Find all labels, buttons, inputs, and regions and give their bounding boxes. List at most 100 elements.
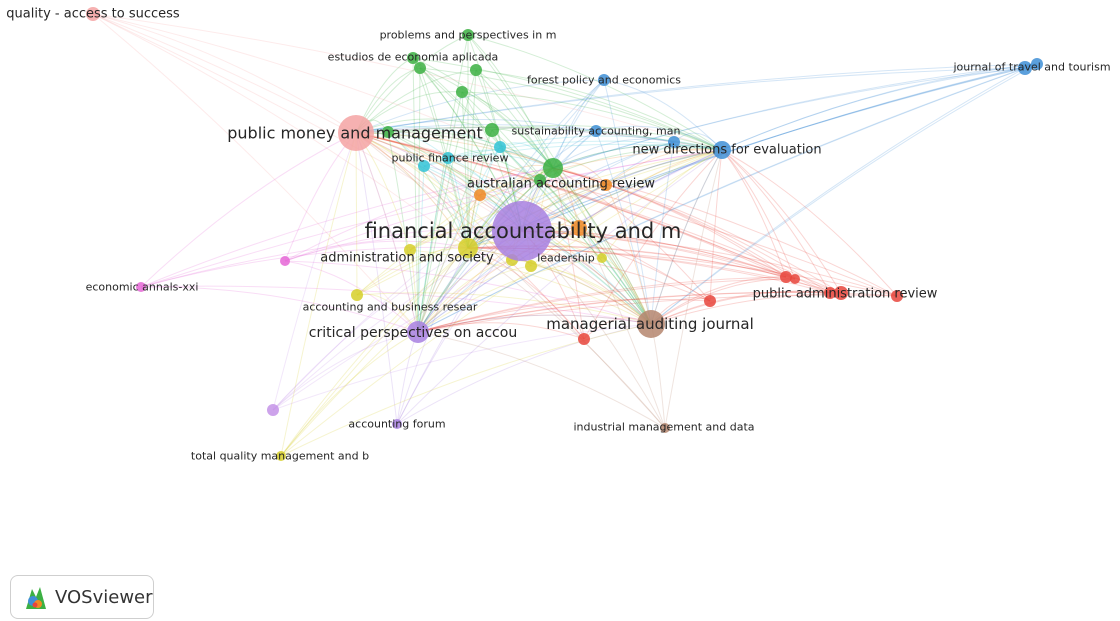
edge-165 (409, 249, 652, 325)
node-dot-fam[interactable] (492, 201, 552, 261)
edge-168 (650, 276, 787, 325)
node-dot-tqm[interactable] (276, 451, 286, 461)
node-aas[interactable]: administration and society (320, 238, 494, 266)
edge-127 (552, 167, 831, 294)
node-maj[interactable]: managerial auditing journal (546, 310, 754, 338)
unlabeled-node-17[interactable] (790, 274, 800, 284)
node-tqm[interactable]: total quality management and b (191, 450, 369, 463)
unlabeled-node-18[interactable] (891, 290, 903, 302)
unlabeled-node-14[interactable] (578, 333, 590, 345)
node-aar[interactable]: australian accounting review (467, 158, 655, 192)
node-eea[interactable]: estudios de economia aplicada (328, 51, 499, 65)
node-cpa[interactable]: critical perspectives on accou (309, 321, 517, 343)
edge-148 (356, 292, 652, 325)
node-lead[interactable]: leadership (525, 252, 595, 273)
node-dot-aar[interactable] (543, 158, 563, 178)
edge-227 (92, 13, 419, 333)
edge-149 (396, 323, 652, 425)
unlabeled-node-9[interactable] (474, 189, 486, 201)
node-dot-qas[interactable] (86, 7, 100, 21)
node-dot-lead[interactable] (525, 260, 537, 272)
unlabeled-node-11[interactable] (600, 179, 612, 191)
node-abr[interactable]: accounting and business resear (303, 289, 478, 314)
node-ppm[interactable]: problems and perspectives in m (380, 29, 557, 42)
edge-161 (479, 194, 652, 325)
node-dot-par[interactable] (834, 286, 848, 300)
edge-137 (650, 149, 723, 325)
edge-241 (272, 331, 419, 411)
node-fpe[interactable]: forest policy and economics (527, 74, 681, 87)
node-dot-jtt[interactable] (1018, 61, 1032, 75)
node-qas[interactable]: quality - access to success (6, 7, 180, 22)
edge-224 (417, 314, 652, 333)
edge-271 (92, 13, 723, 151)
node-imd[interactable]: industrial management and data (573, 421, 754, 434)
node-dot-ppm[interactable] (462, 29, 474, 41)
node-dot-aas[interactable] (458, 238, 478, 258)
unlabeled-node-13[interactable] (404, 244, 416, 256)
node-jtt[interactable]: journal of travel and tourism (952, 61, 1111, 76)
edge-260 (417, 63, 1038, 333)
node-dot-eea[interactable] (407, 52, 419, 64)
edge-199 (467, 69, 477, 249)
unlabeled-node-22[interactable] (534, 174, 546, 186)
edge-299 (709, 149, 723, 302)
node-dot-maj[interactable] (637, 310, 665, 338)
edge-249 (417, 194, 481, 333)
edge-122 (552, 167, 585, 340)
node-pmm[interactable]: public money and management (227, 115, 483, 151)
unlabeled-node-19[interactable] (824, 287, 836, 299)
node-dot-af[interactable] (392, 419, 402, 429)
edge-256 (417, 276, 787, 333)
unlabeled-node-16[interactable] (780, 271, 792, 283)
unlabeled-node-10[interactable] (571, 220, 587, 236)
edge-150 (280, 323, 652, 457)
edge-179 (467, 247, 652, 325)
unlabeled-node-21[interactable] (668, 136, 680, 148)
edge-197 (272, 247, 469, 411)
node-dot-pfr[interactable] (442, 152, 454, 164)
node-fam[interactable]: financial accountability and m (365, 201, 682, 261)
unlabeled-node-5[interactable] (485, 123, 499, 137)
edge-74 (355, 132, 580, 229)
node-dot-pmm[interactable] (338, 115, 374, 151)
node-sam[interactable]: sustainability accounting, man (512, 125, 681, 138)
unlabeled-node-4[interactable] (456, 86, 468, 98)
unlabeled-node-8[interactable] (418, 160, 430, 172)
node-eax[interactable]: economic annals-xxi (86, 281, 199, 294)
unlabeled-node-15[interactable] (704, 295, 716, 307)
vosviewer-logo-badge: VOSviewer (10, 575, 154, 619)
edge-218 (467, 179, 541, 249)
node-ndfe[interactable]: new directions for evaluation (632, 141, 822, 159)
edge-193 (396, 247, 469, 425)
edge-174 (539, 179, 652, 325)
unlabeled-node-1[interactable] (267, 404, 279, 416)
edge-278 (530, 149, 723, 267)
unlabeled-node-23[interactable] (597, 253, 607, 263)
unlabeled-node-7[interactable] (494, 141, 506, 153)
node-dot-abr[interactable] (351, 289, 363, 301)
unlabeled-node-3[interactable] (470, 64, 482, 76)
node-par[interactable]: public administration review (753, 286, 938, 302)
node-dot-cpa[interactable] (407, 321, 429, 343)
node-dot-ndfe[interactable] (713, 141, 731, 159)
unlabeled-node-layer (267, 58, 1043, 416)
node-dot-imd[interactable] (660, 423, 670, 433)
edge-146 (530, 265, 652, 325)
node-dot-eax[interactable] (136, 282, 146, 292)
edge-37 (521, 230, 796, 280)
node-label-qas: quality - access to success (6, 7, 180, 22)
edge-116 (423, 154, 554, 169)
node-dot-sam[interactable] (590, 125, 602, 137)
unlabeled-node-2[interactable] (414, 62, 426, 74)
unlabeled-node-6[interactable] (382, 126, 394, 138)
node-dot-fpe[interactable] (598, 74, 610, 86)
unlabeled-node-20[interactable] (1031, 58, 1043, 70)
node-af[interactable]: accounting forum (348, 418, 445, 431)
edge-59 (140, 132, 357, 288)
unlabeled-node-0[interactable] (280, 256, 290, 266)
edge-248 (417, 165, 425, 333)
node-pfr[interactable]: public finance review (392, 152, 509, 165)
edge-207 (467, 184, 607, 249)
